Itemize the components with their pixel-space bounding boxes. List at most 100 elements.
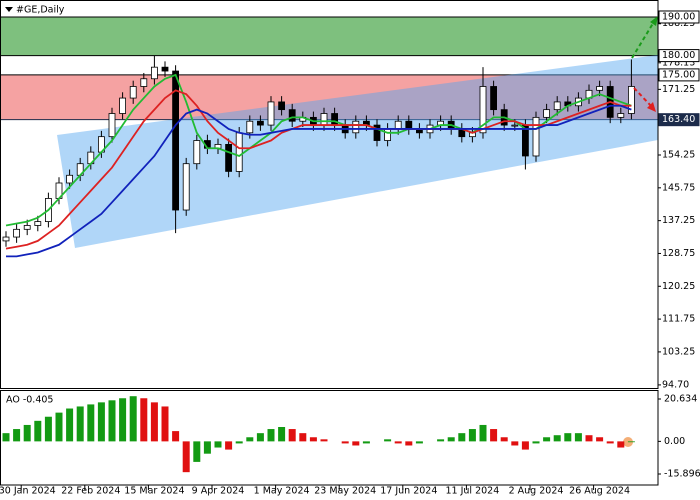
price-marks: [2, 55, 635, 258]
ao-bar: [309, 437, 317, 442]
ao-bar: [150, 402, 158, 442]
ao-bar: [55, 412, 63, 442]
ao-bar: [553, 435, 561, 442]
ao-bar: [13, 429, 21, 442]
candle-body: [225, 143, 233, 172]
ao-bar: [564, 433, 572, 442]
candle-body: [108, 113, 116, 138]
ao-bar: [119, 398, 127, 442]
x-tick-label: 30 Jan 2024: [0, 486, 56, 497]
candle-body: [532, 116, 540, 157]
candle-body: [596, 86, 603, 91]
ao-bar: [23, 424, 31, 442]
ao-bar: [627, 441, 635, 443]
candle-body: [543, 109, 550, 118]
y-tick-label: -15.896: [664, 469, 700, 480]
level-box: [658, 49, 700, 63]
ao-bar: [97, 402, 105, 442]
candle-body: [172, 70, 180, 211]
y-tick-label: 137.25: [662, 215, 695, 226]
ao-bar: [129, 396, 137, 442]
ao-bar: [44, 416, 52, 442]
ao-bar: [458, 433, 466, 442]
ao-bar: [235, 441, 243, 444]
x-tick-label: 11 Jul 2024: [446, 486, 500, 497]
ao-bar: [2, 433, 10, 442]
candle-body: [150, 66, 158, 80]
x-tick-label: 22 Feb 2024: [61, 486, 120, 497]
ao-bar: [596, 437, 604, 442]
candle-body: [628, 86, 635, 114]
x-tick-label: 9 Apr 2024: [192, 486, 245, 497]
candle-body: [34, 221, 42, 226]
ao-bar: [511, 441, 519, 446]
y-tick-label: 94.70: [662, 379, 689, 390]
ao-bar: [574, 433, 582, 442]
y-tick-label: 145.75: [662, 182, 695, 193]
ao-bar: [267, 429, 275, 442]
x-tick-label: 1 May 2024: [254, 486, 310, 497]
candle-body: [553, 101, 561, 111]
candle-body: [182, 163, 190, 211]
ao-bar: [468, 429, 476, 442]
y-tick-label: 178.13: [662, 57, 695, 68]
ao-bar: [617, 441, 625, 448]
ao-bar: [76, 406, 84, 442]
arrow-head: [650, 16, 658, 26]
candle-body: [23, 225, 31, 230]
ao-bar: [521, 441, 529, 450]
y-tick-label: 188.25: [662, 18, 695, 29]
level-label: 180.00: [662, 50, 695, 61]
candle-body: [617, 113, 625, 118]
level-label: 190.00: [662, 11, 695, 22]
x-tick-label: 17 Jun 2024: [380, 486, 437, 497]
candle-body: [479, 86, 487, 134]
ao-bar: [320, 439, 328, 442]
ao-panel-frame: [0, 390, 659, 486]
y-tick-label: 171.25: [662, 84, 695, 95]
candle-body: [384, 128, 392, 141]
ao-bar: [437, 439, 445, 442]
ao-bar: [532, 441, 540, 444]
x-tick-label: 15 Mar 2024: [124, 486, 184, 497]
level-box: [658, 113, 700, 127]
candle-body: [13, 228, 21, 238]
x-tick-label: 26 Aug 2024: [569, 486, 630, 497]
ao-bar: [182, 441, 190, 473]
ao-bar: [278, 426, 286, 442]
level-box: [658, 10, 700, 24]
candle-body: [278, 101, 286, 111]
candle-body: [2, 236, 10, 242]
ao-bar: [288, 429, 296, 442]
zone: [1, 16, 658, 56]
ao-bar: [479, 424, 487, 442]
ao-bar: [394, 441, 402, 444]
ao-bar: [87, 404, 95, 442]
moving-average: [6, 104, 632, 258]
x-tick-label: 23 May 2024: [314, 486, 376, 497]
candle-body: [511, 124, 519, 127]
ao-bar: [172, 431, 180, 442]
ao-bar: [362, 441, 370, 444]
y-tick-label: 120.25: [662, 281, 695, 292]
candle-body: [288, 109, 296, 122]
candle-body: [235, 132, 243, 172]
ao-bar: [543, 437, 551, 442]
level-label: 175.00: [662, 69, 695, 80]
candle-body: [246, 120, 254, 134]
ao-bar: [256, 433, 264, 442]
ao-bar: [585, 435, 593, 442]
ao-bar: [246, 437, 254, 442]
candle-body: [405, 120, 413, 130]
ao-title: AO -0.405: [6, 395, 53, 406]
ao-bar: [405, 441, 413, 446]
candle-body: [352, 120, 360, 134]
ao-bar: [193, 441, 201, 462]
y-tick-label: 0.00: [664, 436, 685, 447]
arrow-head: [647, 102, 656, 112]
forecast-down-arrow: [633, 87, 653, 108]
ao-bar: [447, 437, 455, 442]
candle-body: [119, 97, 126, 114]
ao-bar: [34, 420, 42, 442]
